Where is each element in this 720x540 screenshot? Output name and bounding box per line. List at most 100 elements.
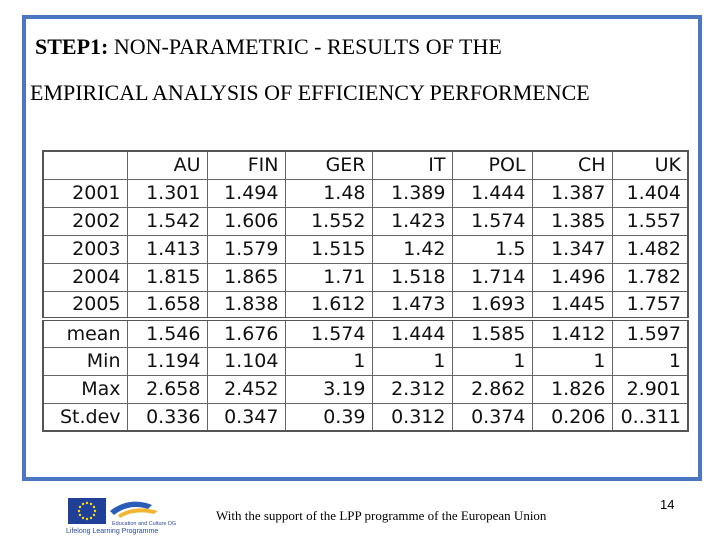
table-cell: 1.496 [531,262,613,292]
row-label: Max [42,374,128,404]
table-cell: 1.445 [531,290,613,320]
row-label: 2004 [42,262,128,292]
table-cell: 1.48 [284,178,373,208]
table-cell: 1.301 [126,178,208,208]
table-cell: 1.757 [611,290,689,320]
table-cell: 1.714 [451,262,533,292]
table-cell: 0.206 [531,402,613,432]
row-label: Min [42,346,128,376]
table-cell: 1 [371,346,453,376]
table-cell: 0.39 [284,402,373,432]
table-cell: 1.104 [206,346,286,376]
table-cell: 1.194 [126,346,208,376]
stats-row-min: Min 1.194 1.104 1 1 1 1 1 [42,346,689,376]
title-step-label: STEP1: [35,34,109,59]
table-cell: 1.515 [284,234,373,264]
table-cell: 1.423 [371,206,453,236]
row-label: 2002 [42,206,128,236]
table-cell: 3.19 [284,374,373,404]
table-cell: 1 [284,346,373,376]
table-cell: 1.387 [531,178,613,208]
table-cell: 1.542 [126,206,208,236]
table-cell: 1 [531,346,613,376]
eu-flag-icon [68,498,106,524]
table-cell: 1.579 [206,234,286,264]
table-cell: 1.389 [371,178,453,208]
stats-row-mean: mean 1.546 1.676 1.574 1.444 1.585 1.412… [42,317,689,348]
table-cell: 1 [451,346,533,376]
table-cell: 1.413 [126,234,208,264]
header-cell: IT [371,150,453,180]
table-row: 2002 1.542 1.606 1.552 1.423 1.574 1.385… [42,206,689,236]
table-cell: 0.336 [126,402,208,432]
table-cell: 1.606 [206,206,286,236]
logo-caption: Lifelong Learning Programme [66,528,159,535]
table-cell: 1.404 [611,178,689,208]
stats-row-stdev: St.dev 0.336 0.347 0.39 0.312 0.374 0.20… [42,402,689,432]
table-cell: 1.482 [611,234,689,264]
table-header-row: AU FIN GER IT POL CH UK [42,150,689,180]
table-cell: 1.546 [126,317,208,348]
row-label: 2005 [42,290,128,320]
table-cell: 1.473 [371,290,453,320]
table-cell: 1.865 [206,262,286,292]
table-cell: 2.658 [126,374,208,404]
logo-small-text: Education and Culture DG [112,521,176,527]
table-cell: 1.658 [126,290,208,320]
table-cell: 1.826 [531,374,613,404]
row-label: St.dev [42,402,128,432]
table-cell: 1.444 [371,317,453,348]
header-cell: AU [126,150,208,180]
table-cell: 1.518 [371,262,453,292]
table-row: 2005 1.658 1.838 1.612 1.473 1.693 1.445… [42,290,689,320]
stats-row-max: Max 2.658 2.452 3.19 2.312 2.862 1.826 2… [42,374,689,404]
header-cell: GER [284,150,373,180]
table-cell: 1.347 [531,234,613,264]
table-cell: 1.42 [371,234,453,264]
table-cell: 2.901 [611,374,689,404]
table-cell: 2.862 [451,374,533,404]
table-cell: 1.71 [284,262,373,292]
header-cell: FIN [206,150,286,180]
header-cell [42,150,128,180]
table-cell: 1.676 [206,317,286,348]
table-cell: 1.815 [126,262,208,292]
slide-frame [22,15,702,481]
table-cell: 1.612 [284,290,373,320]
table-cell: 0..311 [611,402,689,432]
table-cell: 2.312 [371,374,453,404]
row-label: mean [42,317,128,348]
table-cell: 1.585 [451,317,533,348]
slide-title-line2: EMPIRICAL ANALYSIS OF EFFICIENCY PERFORM… [30,80,590,105]
table-cell: 1.5 [451,234,533,264]
table-cell: 1.782 [611,262,689,292]
table-cell: 1.574 [284,317,373,348]
support-footer-text: With the support of the LPP programme of… [216,508,547,523]
table-cell: 0.374 [451,402,533,432]
table-row: 2001 1.301 1.494 1.48 1.389 1.444 1.387 … [42,178,689,208]
table-cell: 0.347 [206,402,286,432]
table-cell: 0.312 [371,402,453,432]
table-row: 2004 1.815 1.865 1.71 1.518 1.714 1.496 … [42,262,689,292]
efficiency-table: AU FIN GER IT POL CH UK 2001 1.301 1.494… [42,150,689,432]
table-cell: 1.385 [531,206,613,236]
table-cell: 1.444 [451,178,533,208]
header-cell: CH [531,150,613,180]
header-cell: UK [611,150,689,180]
row-label: 2003 [42,234,128,264]
table-cell: 1.494 [206,178,286,208]
table-cell: 2.452 [206,374,286,404]
table-cell: 1.597 [611,317,689,348]
title-rest: NON-PARAMETRIC - RESULTS OF THE [108,34,502,59]
table-cell: 1 [611,346,689,376]
header-cell: POL [451,150,533,180]
table-cell: 1.693 [451,290,533,320]
row-label: 2001 [42,178,128,208]
table-cell: 1.574 [451,206,533,236]
table-row: 2003 1.413 1.579 1.515 1.42 1.5 1.347 1.… [42,234,689,264]
table-cell: 1.838 [206,290,286,320]
page-number: 14 [660,497,675,512]
table-cell: 1.557 [611,206,689,236]
table-cell: 1.552 [284,206,373,236]
slide-title-line1: STEP1: NON-PARAMETRIC - RESULTS OF THE [35,34,502,60]
